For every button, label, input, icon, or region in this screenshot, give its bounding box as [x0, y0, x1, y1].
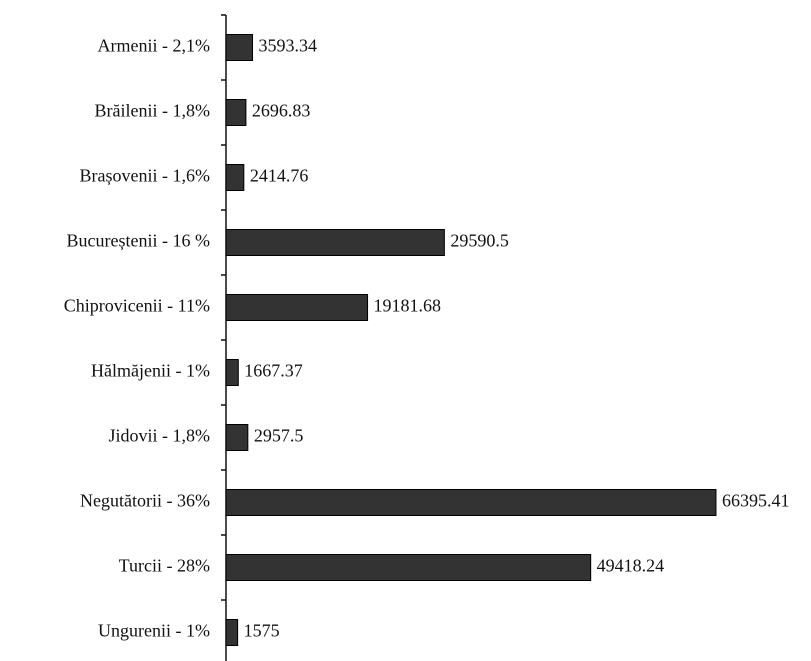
bar — [225, 554, 592, 581]
y-tick-label: Bucureștenii - 16 % — [67, 231, 210, 251]
data-label: 3593.34 — [259, 36, 318, 56]
bar — [225, 359, 239, 386]
y-tick-label: Jidovii - 1,8% — [109, 426, 211, 446]
bar — [225, 424, 249, 451]
data-label: 19181.68 — [374, 296, 442, 316]
bar — [225, 489, 717, 516]
y-tick-label: Turcii - 28% — [119, 556, 210, 576]
y-tick-label: Negutătorii - 36% — [80, 491, 210, 511]
bar — [225, 229, 445, 256]
bar — [225, 34, 254, 61]
data-label: 66395.41 — [722, 491, 790, 511]
data-label: 2696.83 — [252, 101, 311, 121]
bar — [225, 619, 239, 646]
y-tick-label: Chiprovicenii - 11% — [64, 296, 210, 316]
bar — [225, 164, 245, 191]
data-label: 2957.5 — [254, 426, 304, 446]
y-tick-label: Brașovenii - 1,6% — [80, 166, 210, 186]
data-label: 49418.24 — [597, 556, 665, 576]
y-tick-label: Brăilenii - 1,8% — [95, 101, 210, 121]
y-tick-label: Ungurenii - 1% — [98, 621, 210, 641]
data-label: 1667.37 — [244, 361, 303, 381]
bar — [225, 294, 369, 321]
y-tick-label: Hălmăjenii - 1% — [91, 361, 210, 381]
bar — [225, 99, 247, 126]
data-label: 29590.5 — [450, 231, 509, 251]
data-label: 1575 — [244, 621, 280, 641]
y-tick-label: Armenii - 2,1% — [98, 36, 210, 56]
data-label: 2414.76 — [250, 166, 309, 186]
